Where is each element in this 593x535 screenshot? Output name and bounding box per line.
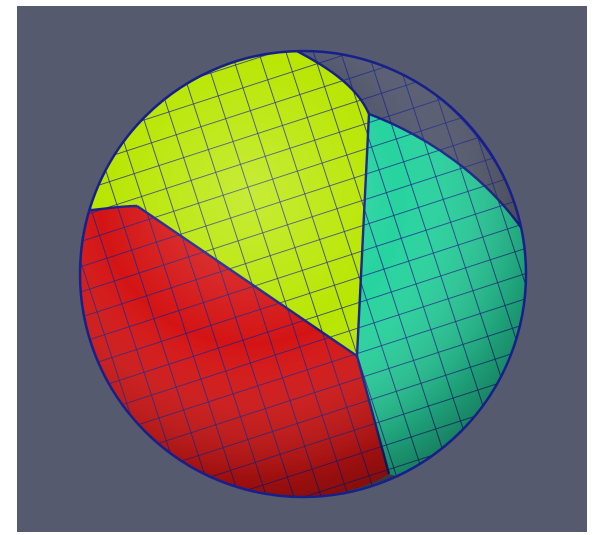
- sphere-shading: [80, 51, 526, 497]
- sphere-body: [80, 51, 526, 497]
- sphere-outline: [78, 49, 528, 499]
- sphere-render: [17, 6, 587, 532]
- render-viewport[interactable]: [17, 6, 587, 532]
